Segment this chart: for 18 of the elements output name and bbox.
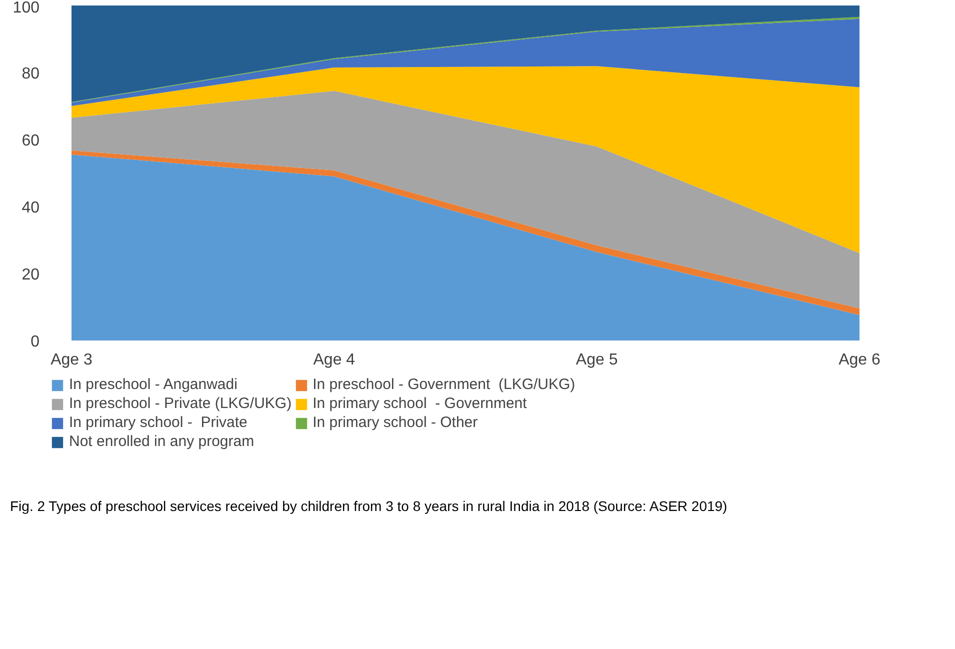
legend-label: Not enrolled in any program xyxy=(69,433,254,450)
y-tick-label: 60 xyxy=(22,132,40,150)
x-tick-label: Age 5 xyxy=(576,352,618,368)
legend-label: In primary school - Government xyxy=(312,395,527,412)
y-tick-label: 100 xyxy=(12,0,40,16)
y-tick-label: 40 xyxy=(22,200,40,216)
legend-label: In primary school - Other xyxy=(312,414,478,431)
caption: Fig. 2 Types of preschool services received by children from 3 to 8 years in rural India in 2018 (Source: ASER 2019) xyxy=(10,497,728,516)
legend-label: In preschool - Private (LKG/UKG) xyxy=(69,395,292,412)
y-tick-label: 20 xyxy=(22,266,40,284)
x-tick-label: Age 6 xyxy=(838,352,880,368)
x-tick-label: Age 3 xyxy=(50,352,93,368)
legend-label: In primary school - Private xyxy=(69,414,248,431)
y-tick-label: 0 xyxy=(30,334,40,350)
y-tick-label: 80 xyxy=(22,66,40,82)
legend-label: In preschool - Government (LKG/UKG) xyxy=(312,376,576,393)
x-tick-label: Age 4 xyxy=(313,352,356,368)
legend-label: In preschool - Anganwadi xyxy=(69,376,238,393)
